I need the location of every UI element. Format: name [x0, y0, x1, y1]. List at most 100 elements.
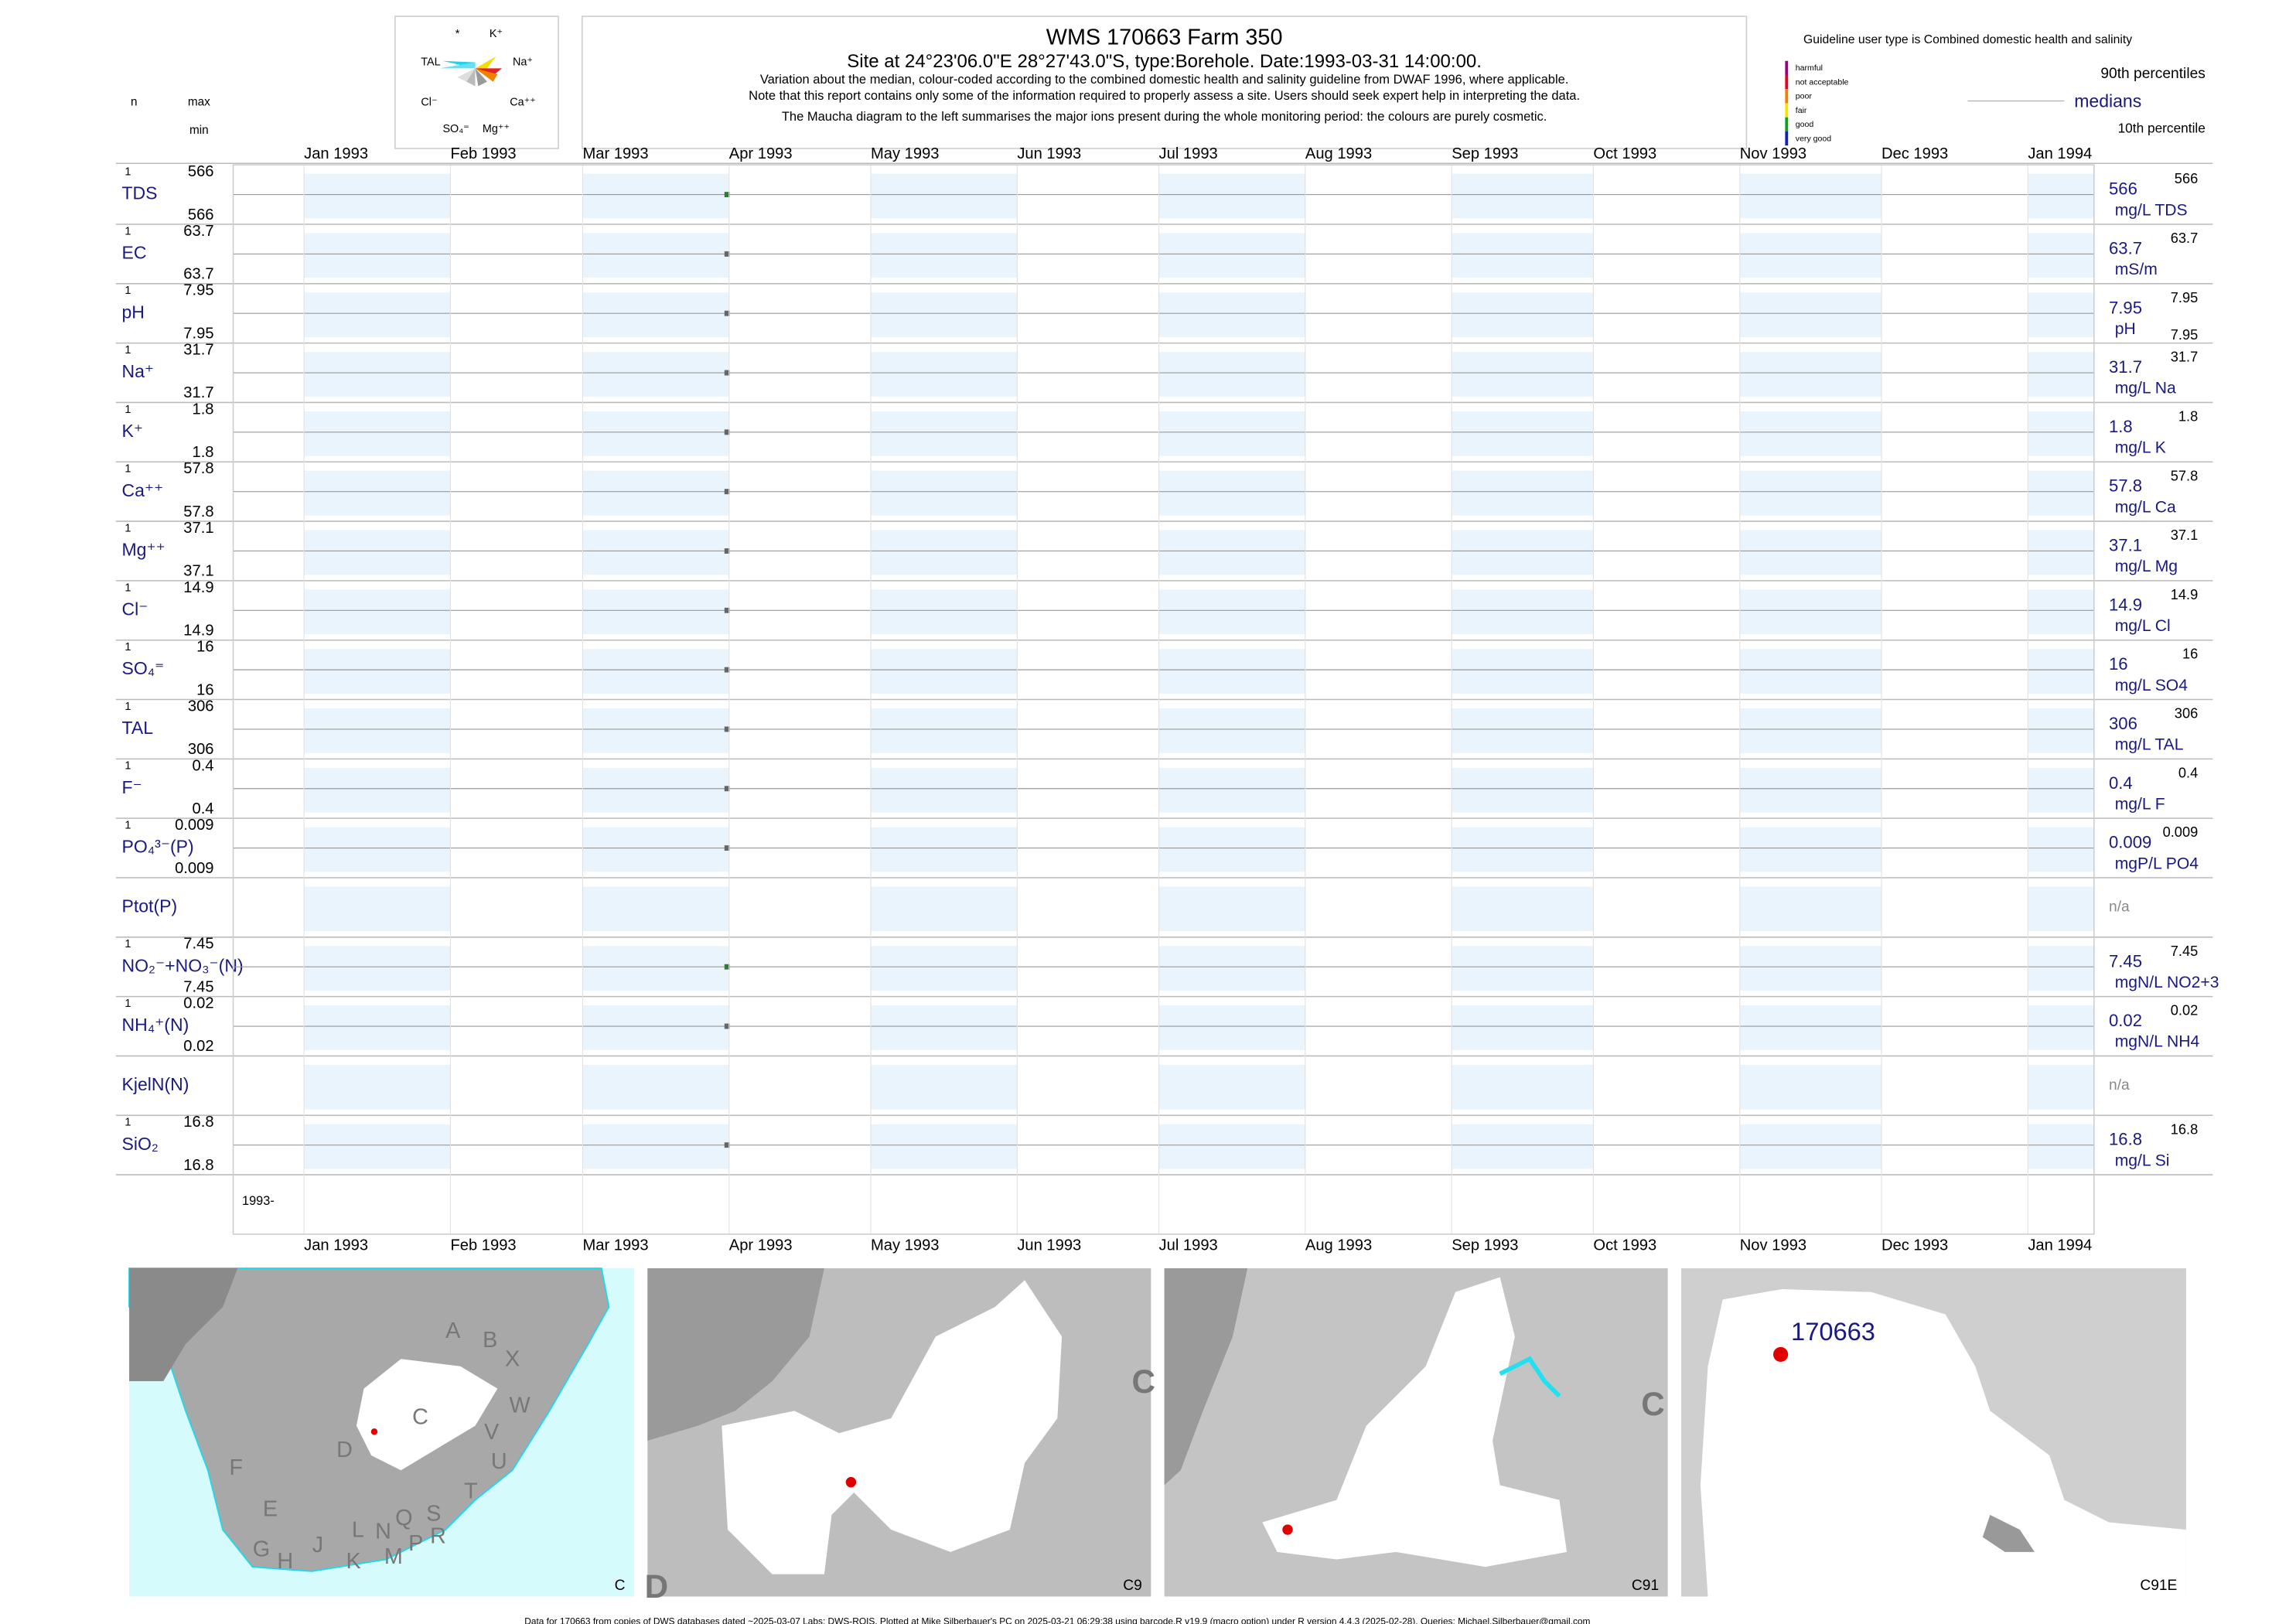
p90-label: 14.9 [2171, 586, 2199, 602]
column-header: n [131, 96, 138, 109]
median-label: 0.009 [2109, 833, 2151, 852]
legend-label: 10th percentile [2118, 121, 2206, 136]
month-band [2028, 411, 2094, 456]
chart-frame [232, 164, 2095, 1235]
unit-label: mg/L K [2115, 439, 2166, 457]
max-label: 0.009 [175, 817, 213, 834]
x-tick-label: Feb 1993 [450, 145, 516, 162]
min-label: 57.8 [183, 503, 213, 520]
n-label: 1 [125, 344, 131, 357]
median-label: 63.7 [2109, 238, 2142, 258]
sample-point [724, 964, 730, 970]
month-band [871, 946, 1018, 991]
month-band [1739, 411, 1881, 456]
region-label: M [384, 1544, 403, 1569]
column-header: max [188, 96, 210, 109]
unit-label: mg/L Cl [2115, 617, 2171, 635]
p90-label: 7.95 [2171, 289, 2199, 305]
maucha-label: SO₄⁼ [442, 123, 469, 135]
footer: Data for 170663 from copies of DWS datab… [524, 1615, 1590, 1624]
n-label: 1 [125, 641, 131, 653]
sample-point [724, 192, 730, 198]
month-band [304, 470, 451, 516]
month-band [871, 352, 1018, 397]
p90-label: 31.7 [2171, 349, 2199, 365]
x-tick-label: Apr 1993 [729, 1237, 793, 1254]
row-name: Na⁺ [121, 361, 154, 381]
x-tick-label: Jul 1993 [1159, 1237, 1218, 1254]
region-label: C [1131, 1363, 1155, 1400]
region-label: D [645, 1568, 669, 1605]
unit-label: mg/L Ca [2115, 498, 2176, 516]
month-band [2028, 352, 2094, 397]
month-band [1158, 530, 1305, 575]
month-band [1452, 589, 1594, 635]
month-band [304, 173, 451, 219]
maucha-label: TAL [421, 56, 440, 68]
unit-label: mg/L TAL [2115, 736, 2184, 754]
month-band [582, 708, 729, 753]
max-label: 14.9 [183, 579, 213, 596]
unit-label: mg/L Mg [2115, 558, 2178, 575]
maucha-label: K⁺ [490, 28, 503, 40]
region-label: R [430, 1523, 446, 1548]
month-band [582, 173, 729, 219]
max-label: 566 [188, 163, 214, 180]
month-band [1739, 1005, 1881, 1050]
p90-label: 16.8 [2171, 1121, 2199, 1137]
month-band [1452, 352, 1594, 397]
region-label: L [352, 1518, 364, 1543]
month-band [1452, 411, 1594, 456]
x-tick-label: Jun 1993 [1017, 145, 1081, 162]
min-label: 0.4 [193, 800, 214, 817]
month-band [304, 1005, 451, 1050]
month-band [304, 886, 451, 932]
row-name: Cl⁻ [121, 599, 148, 619]
month-band [582, 1124, 729, 1169]
max-label: 1.8 [193, 401, 214, 418]
month-band [582, 767, 729, 813]
maucha-diagram [439, 56, 503, 87]
month-band [1158, 946, 1305, 991]
min-label: 1.8 [193, 444, 214, 461]
month-band [1739, 233, 1881, 278]
median-label: 16 [2109, 654, 2128, 674]
month-band [871, 470, 1018, 516]
chart-subtitle: Site at 24°23'06.0"E 28°27'43.0"S, type:… [847, 51, 1482, 72]
map-4 [1680, 1268, 2186, 1597]
median-label: 566 [2109, 179, 2137, 199]
x-tick-label: Aug 1993 [1305, 1237, 1372, 1254]
max-label: 0.4 [193, 757, 214, 774]
month-band [2028, 292, 2094, 337]
note: Note that this report contains only some… [749, 89, 1580, 103]
month-band [1739, 649, 1881, 694]
month-band [1739, 352, 1881, 397]
sample-point [724, 667, 730, 673]
x-tick-label: Jan 1993 [304, 1237, 368, 1254]
month-band [582, 589, 729, 635]
region-label: K [346, 1549, 360, 1574]
x-tick-label: Sep 1993 [1452, 145, 1518, 162]
x-tick-label: Mar 1993 [582, 1237, 648, 1254]
row-name: KjelN(N) [121, 1074, 189, 1094]
row-name: pH [121, 302, 144, 322]
class-swatch [1785, 60, 1789, 75]
month-band [1452, 827, 1594, 872]
max-label: 7.45 [183, 936, 213, 953]
month-band [2028, 827, 2094, 872]
row-name: TDS [121, 183, 157, 203]
median-label: 31.7 [2109, 357, 2142, 377]
month-band [582, 1064, 729, 1110]
month-band [1158, 1005, 1305, 1050]
p90-label: 0.009 [2163, 824, 2199, 840]
sample-point [724, 1023, 730, 1029]
max-label: 63.7 [183, 223, 213, 240]
sample-point [724, 370, 730, 376]
min-label: 16.8 [183, 1157, 213, 1174]
month-band [871, 173, 1018, 219]
month-band [582, 827, 729, 872]
month-band [582, 530, 729, 575]
month-band [1739, 708, 1881, 753]
month-band [1158, 767, 1305, 813]
